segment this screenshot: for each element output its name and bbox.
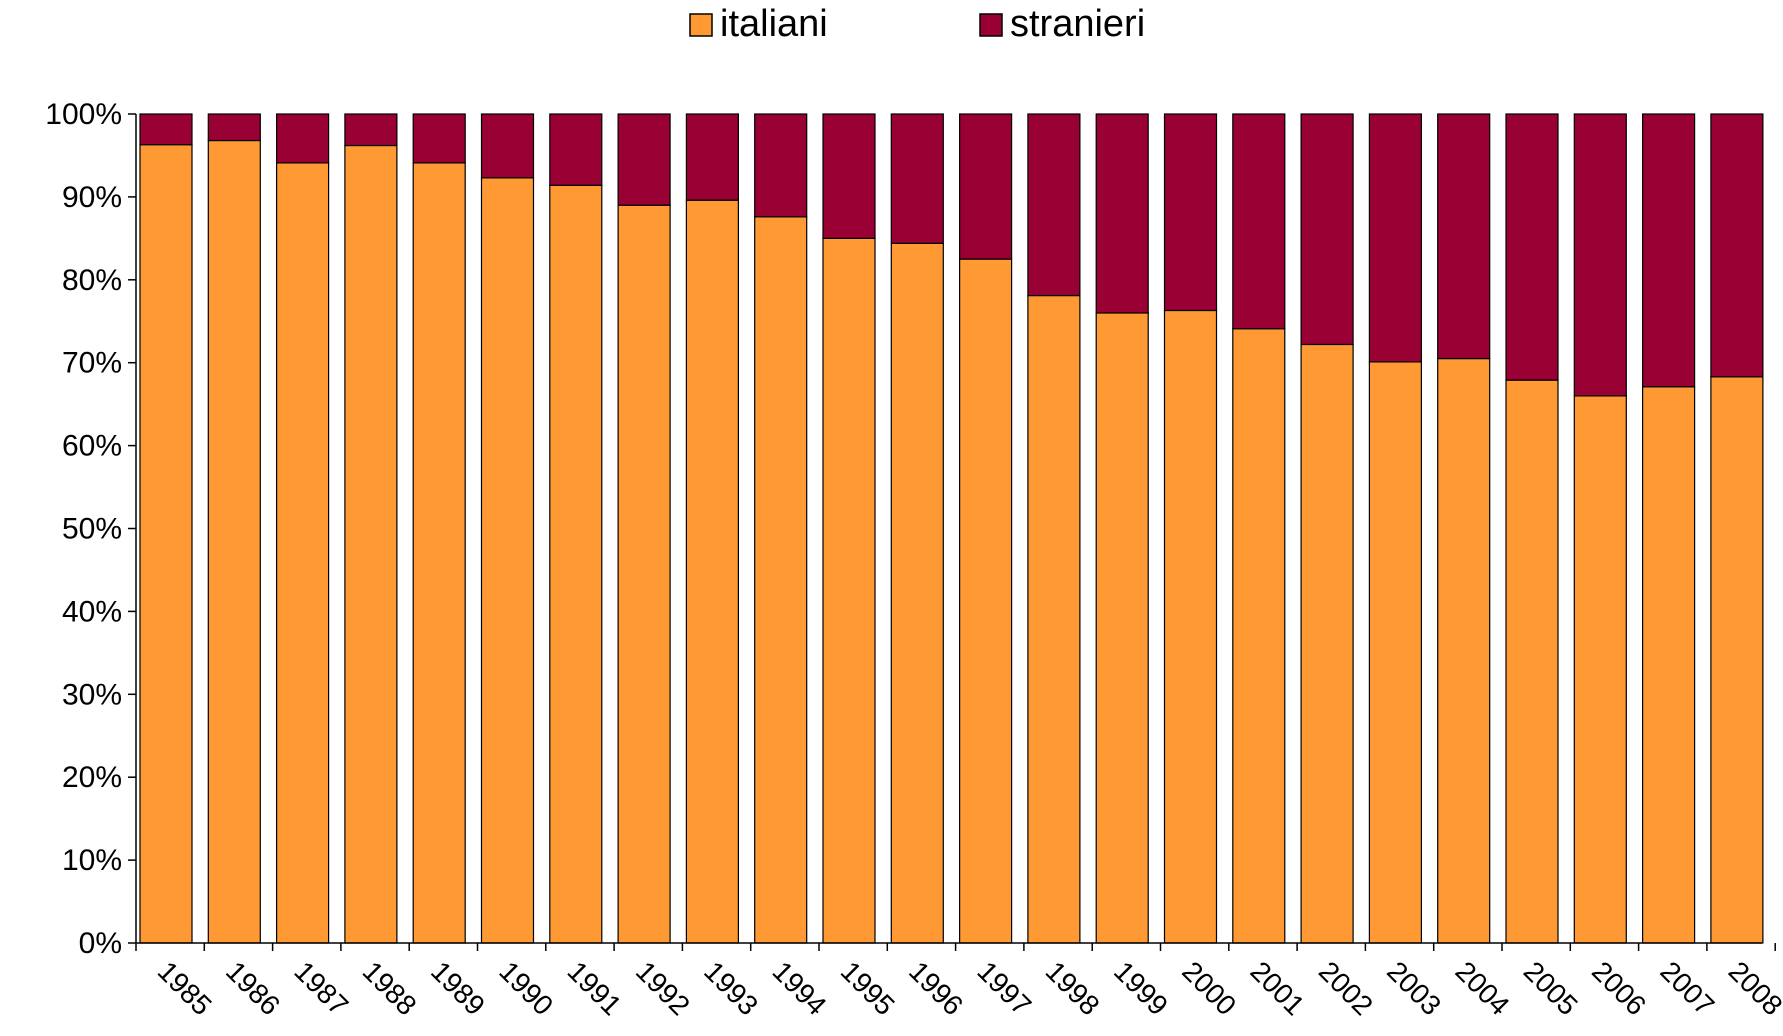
x-tick-label: 1995 xyxy=(835,955,901,1021)
bar-italiani-1988 xyxy=(344,144,398,944)
x-tick-label: 2006 xyxy=(1586,955,1652,1021)
y-tick-label: 70% xyxy=(62,347,122,380)
bar-stranieri-2002 xyxy=(1300,113,1354,346)
x-tick-label: 1990 xyxy=(493,955,559,1021)
bar-stranieri-1997 xyxy=(958,113,1013,260)
bar-stranieri-1988 xyxy=(344,113,398,147)
bar-stranieri-1985 xyxy=(139,113,193,146)
bar-italiani-2006 xyxy=(1573,395,1627,944)
bar-stranieri-2007 xyxy=(1641,113,1696,388)
legend-label-stranieri: stranieri xyxy=(1010,3,1145,45)
bar-stranieri-1987 xyxy=(276,113,330,164)
bar-italiani-1993 xyxy=(685,199,740,944)
y-tick-label: 90% xyxy=(62,181,122,214)
bar-italiani-1987 xyxy=(276,162,330,944)
x-tick-label: 2007 xyxy=(1654,955,1720,1021)
x-tick-label: 2004 xyxy=(1449,955,1515,1021)
x-tick-label: 2000 xyxy=(1176,955,1242,1021)
x-tick-label: 1991 xyxy=(562,955,628,1021)
x-tick-label: 1996 xyxy=(903,955,969,1021)
x-tick-label: 1997 xyxy=(971,955,1037,1021)
x-tick-label: 1992 xyxy=(630,955,696,1021)
bar-stranieri-1991 xyxy=(549,113,603,186)
bar-stranieri-1998 xyxy=(1027,113,1081,297)
x-tick-label: 2003 xyxy=(1381,955,1447,1021)
bar-italiani-2003 xyxy=(1368,361,1423,944)
legend-label-italiani: italiani xyxy=(720,3,828,45)
bar-stranieri-1992 xyxy=(617,113,671,206)
bar-italiani-2005 xyxy=(1505,379,1559,944)
x-axis: 1985 1986 1987 1988 1989 1990 1991 1992 1993 1994… xyxy=(135,942,1783,1021)
x-tick-label: 1998 xyxy=(1040,955,1106,1021)
bar-stranieri-1999 xyxy=(1095,113,1149,314)
x-tick-label: 1994 xyxy=(766,955,832,1021)
y-tick-label: 60% xyxy=(62,430,122,463)
y-tick-label: 100% xyxy=(45,98,122,131)
y-axis: 0% 10% 20% 30% 40% 50% 60% 70% 80% 90% 100% xyxy=(45,98,137,960)
bar-italiani-1996 xyxy=(890,242,944,944)
legend: italiani stranieri xyxy=(689,3,1145,45)
legend-swatch-italiani xyxy=(689,13,713,37)
bar-stranieri-1986 xyxy=(207,113,261,142)
bar-italiani-2002 xyxy=(1300,343,1354,944)
x-tick-label: 1989 xyxy=(425,955,491,1021)
x-tick-label: 1988 xyxy=(357,955,423,1021)
y-tick-label: 50% xyxy=(62,513,122,546)
bar-stranieri-1995 xyxy=(822,113,876,239)
y-tick-label: 80% xyxy=(62,264,122,297)
y-tick-label: 0% xyxy=(79,927,122,960)
bar-stranieri-2000 xyxy=(1163,113,1218,312)
bar-italiani-1992 xyxy=(617,204,671,944)
bar-italiani-1999 xyxy=(1095,312,1149,944)
bar-italiani-2000 xyxy=(1163,309,1218,944)
x-tick-label: 1987 xyxy=(288,955,354,1021)
x-tick-label: 1985 xyxy=(152,955,218,1021)
bar-stranieri-1993 xyxy=(685,113,740,201)
x-tick-label: 1986 xyxy=(220,955,286,1021)
bar-stranieri-2001 xyxy=(1232,113,1286,330)
y-tick-label: 10% xyxy=(62,844,122,877)
bars xyxy=(139,113,1764,944)
bar-italiani-1990 xyxy=(480,177,535,944)
bar-stranieri-1989 xyxy=(412,113,466,164)
bar-italiani-1991 xyxy=(549,184,603,944)
bar-italiani-1998 xyxy=(1027,294,1081,944)
x-tick-label: 2001 xyxy=(1245,955,1311,1021)
bar-italiani-1995 xyxy=(822,237,876,944)
y-tick-label: 30% xyxy=(62,678,122,711)
y-tick-label: 20% xyxy=(62,761,122,794)
bar-stranieri-1996 xyxy=(890,113,944,244)
x-tick-label: 2005 xyxy=(1518,955,1584,1021)
bar-italiani-1989 xyxy=(412,162,466,944)
bar-italiani-1985 xyxy=(139,144,193,944)
x-tick-label: 2008 xyxy=(1723,955,1783,1021)
bar-italiani-1997 xyxy=(958,258,1013,944)
x-tick-label: 1999 xyxy=(1108,955,1174,1021)
bar-italiani-1986 xyxy=(207,139,261,944)
bar-stranieri-2005 xyxy=(1505,113,1559,381)
x-tick-label: 1993 xyxy=(698,955,764,1021)
bar-italiani-2008 xyxy=(1710,376,1764,944)
bar-italiani-1994 xyxy=(754,216,808,944)
bar-italiani-2001 xyxy=(1232,328,1286,944)
bar-stranieri-2003 xyxy=(1368,113,1423,363)
x-tick-label: 2002 xyxy=(1313,955,1379,1021)
bar-stranieri-1994 xyxy=(754,113,808,218)
bar-stranieri-2008 xyxy=(1710,113,1764,378)
bar-stranieri-1990 xyxy=(480,113,535,179)
bar-italiani-2007 xyxy=(1641,386,1696,944)
bar-stranieri-2006 xyxy=(1573,113,1627,397)
bar-stranieri-2004 xyxy=(1437,113,1491,360)
legend-swatch-stranieri xyxy=(979,13,1003,37)
y-tick-label: 40% xyxy=(62,595,122,628)
bar-italiani-2004 xyxy=(1437,357,1491,944)
